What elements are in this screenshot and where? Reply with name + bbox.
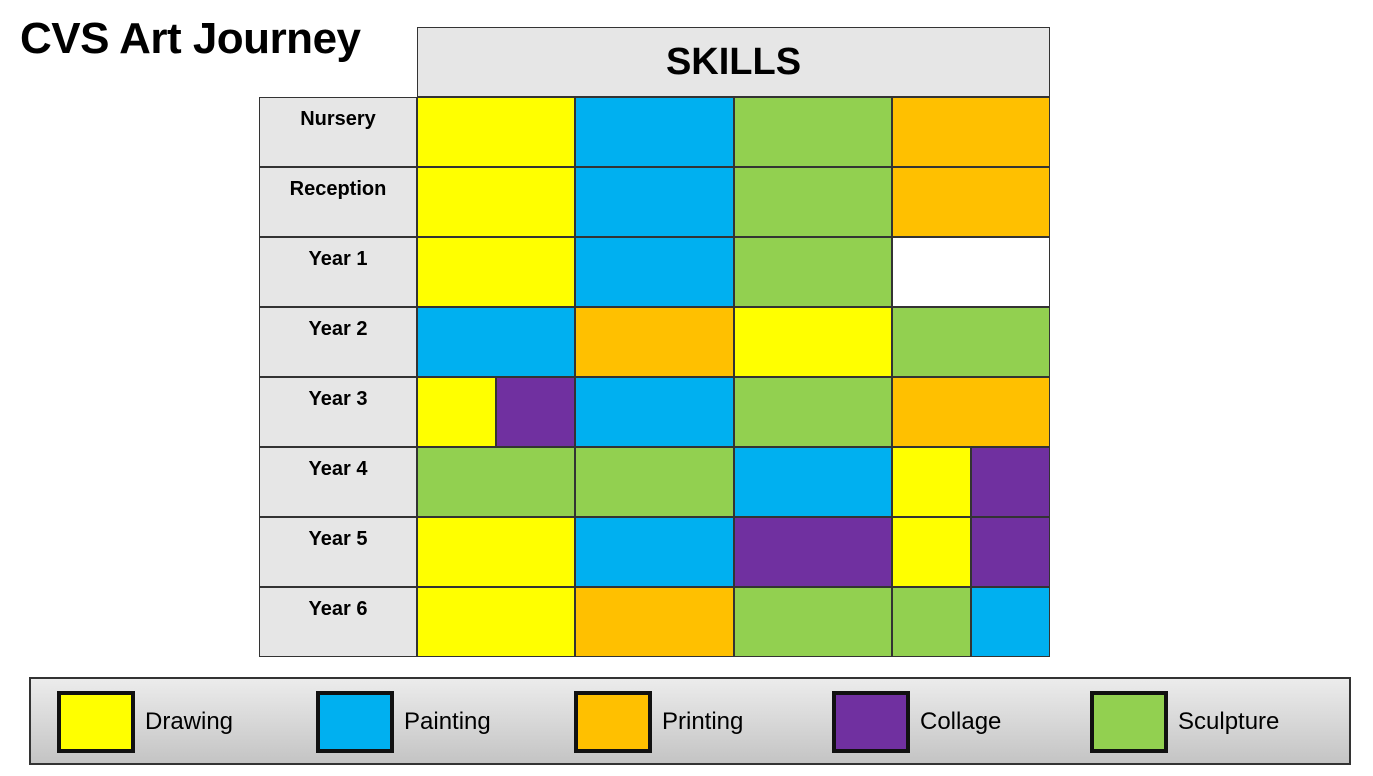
legend-label: Painting [404,708,491,735]
legend-item-printing: Printing [574,689,743,755]
skill-cell-sculpture [891,587,971,657]
skill-cell-painting [575,377,734,447]
legend-item-painting: Painting [316,689,491,755]
legend-label: Drawing [145,708,234,735]
legend-swatch-sculpture [1090,691,1168,753]
skills-header: SKILLS [417,27,1050,97]
skill-cell-sculpture [733,97,892,167]
legend-swatch-collage [832,691,910,753]
skill-cell-printing [891,167,1050,237]
skill-cell-drawing [733,307,892,377]
skill-cell-painting [733,447,892,517]
skill-cell-sculpture [733,237,892,307]
skill-cell-painting [575,237,734,307]
legend-swatch-painting [316,691,394,753]
skill-cell-painting [575,517,734,587]
skill-cell-drawing [417,97,576,167]
row-label: Year 6 [259,587,417,657]
row-label: Year 1 [259,237,417,307]
skill-cell-drawing [891,447,971,517]
legend-item-collage: Collage [832,689,1001,755]
skill-cell-printing [575,307,734,377]
skill-cell-sculpture [417,447,576,517]
legend-item-sculpture: Sculpture [1090,689,1279,755]
legend-swatch-drawing [57,691,135,753]
skill-cell-sculpture [733,167,892,237]
skill-cell-printing [891,377,1050,447]
skill-cell-drawing [417,587,576,657]
skill-cell-collage [970,517,1050,587]
skill-cell-sculpture [575,447,734,517]
skill-cell-painting [575,167,734,237]
page-title: CVS Art Journey [20,14,361,63]
row-label: Year 4 [259,447,417,517]
skill-cell-painting [970,587,1050,657]
legend-swatch-printing [574,691,652,753]
legend-item-drawing: Drawing [57,689,233,755]
skill-cell-drawing [417,377,497,447]
legend-label: Printing [662,708,744,735]
skill-cell-drawing [891,517,971,587]
skill-cell-collage [496,377,576,447]
skill-cell-empty [891,237,1050,307]
skill-cell-printing [891,97,1050,167]
skill-cell-sculpture [733,377,892,447]
row-label: Nursery [259,97,417,167]
row-label: Year 2 [259,307,417,377]
legend-label: Collage [920,708,1002,735]
legend: Drawing Painting Printing Collage Sculpture [29,677,1351,765]
skill-cell-drawing [417,517,576,587]
skill-cell-painting [417,307,576,377]
skill-cell-drawing [417,167,576,237]
skill-cell-collage [970,447,1050,517]
skill-cell-collage [733,517,892,587]
skill-cell-printing [575,587,734,657]
skill-cell-sculpture [891,307,1050,377]
row-label: Reception [259,167,417,237]
skill-cell-sculpture [733,587,892,657]
legend-label: Sculpture [1178,708,1280,735]
row-label: Year 3 [259,377,417,447]
row-label: Year 5 [259,517,417,587]
skill-cell-painting [575,97,734,167]
skill-cell-drawing [417,237,576,307]
